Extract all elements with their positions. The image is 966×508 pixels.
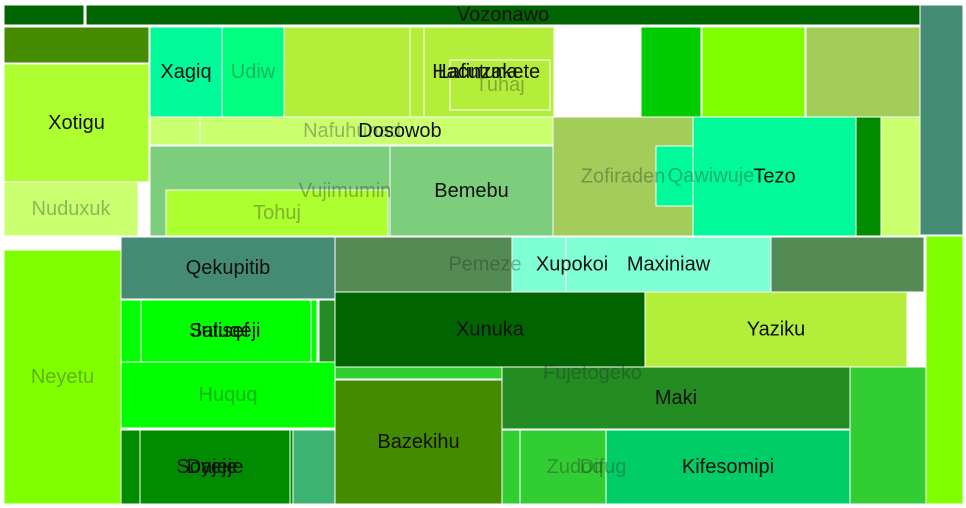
cell-label-nuduxuk: Nuduxuk [32, 198, 112, 220]
treemap-cell-26 [925, 235, 964, 505]
treemap-cell-neyetu [3, 249, 122, 505]
treemap-cell-2 [919, 4, 964, 236]
cell-label-qawiwuje: Qawiwuje [668, 165, 755, 187]
cell-label-tohuj: Tohuj [253, 202, 301, 224]
cell-label-vujimumin: Vujimumin [299, 180, 392, 202]
treemap-cell-tuhaj [449, 59, 551, 111]
treemap-cell-xunuka [334, 291, 646, 368]
cell-label-neyetu: Neyetu [31, 366, 94, 388]
cell-label-zudoq: Zudoq [547, 456, 604, 478]
cell-label-difug: Difug [580, 456, 627, 478]
cell-label-kifesomipi: Kifesomipi [682, 456, 774, 478]
treemap-cell-7 [283, 26, 411, 118]
cell-label-udiw: Udiw [231, 61, 276, 83]
cell-label-pemeze: Pemeze [448, 254, 521, 276]
treemap-cell-31 [770, 236, 925, 293]
cell-label-dosowob: Dosowob [358, 120, 441, 142]
cell-label-salisef: Salisef [189, 320, 249, 342]
treemap-cell-bazekihu [334, 379, 503, 505]
treemap-cell-12 [701, 26, 806, 118]
treemap-cell-34 [318, 299, 336, 363]
cell-label-tezo: Tezo [753, 166, 795, 188]
treemap-cell-jutuqeji [140, 299, 312, 363]
treemap-cell-yaziku [644, 291, 908, 368]
treemap-cell-11 [640, 26, 702, 118]
cell-label-lafinzakete: Lafinzakete [438, 61, 540, 83]
treemap-cell-24 [855, 116, 882, 237]
cell-label-nafuhunad: Nafuhunad [303, 120, 401, 142]
cell-label-bemebu: Bemebu [434, 180, 509, 202]
treemap-cell-xagiq [149, 26, 223, 118]
treemap-cell-3 [3, 26, 150, 64]
treemap-cell-25 [880, 116, 921, 237]
cell-label-huquq: Huquq [199, 384, 258, 406]
cell-label-maxiniaw: Maxiniaw [627, 254, 711, 276]
treemap-cells [3, 4, 964, 505]
treemap-cell-13 [805, 26, 921, 118]
cell-label-jutuqeji: Jutuqeji [192, 320, 261, 342]
cell-label-bazekihu: Bazekihu [377, 431, 459, 453]
treemap-cell-xotigu [3, 63, 150, 183]
cell-label-qekupitib: Qekupitib [186, 257, 271, 279]
cell-label-yaziku: Yaziku [747, 319, 806, 341]
cell-label-xupokoi: Xupokoi [536, 254, 608, 276]
cell-label-soyeje: Soyeje [176, 456, 237, 478]
cell-label-tuhaj: Tuhaj [475, 74, 524, 96]
cell-label-dajeje: Dajeje [187, 456, 244, 478]
treemap-cell-huquq [120, 361, 336, 429]
treemap-cell-48 [849, 366, 927, 505]
treemap-cell-0 [3, 4, 85, 26]
treemap-cell-47 [292, 429, 336, 505]
treemap-cell-kifesomipi [605, 429, 851, 505]
treemap-labels: Vozonawo Xagiq Udiw HacutunaLafinzaketeTuha… [31, 4, 805, 478]
cell-label-xotigu: Xotigu [48, 112, 105, 134]
cell-label-zofiraden: Zofiraden [581, 166, 666, 188]
cell-label-fujetogeko: Fujetogeko [543, 362, 642, 384]
treemap-cell-maki [501, 366, 851, 430]
treemap-cell-qekupitib [120, 236, 336, 300]
treemap-cell-tohuj [165, 189, 389, 237]
cell-label-vozonawo: Vozonawo [457, 4, 549, 26]
treemap-cell-udiw [221, 26, 285, 118]
treemap-cell-nuduxuk [3, 181, 139, 237]
treemap-cell-dajeje [139, 429, 291, 505]
cell-label-xunuka: Xunuka [456, 319, 525, 341]
cell-label-maki: Maki [655, 387, 697, 409]
cell-label-xagiq: Xagiq [160, 61, 211, 83]
cell-label-hacutuna: Hacutuna [432, 61, 518, 83]
